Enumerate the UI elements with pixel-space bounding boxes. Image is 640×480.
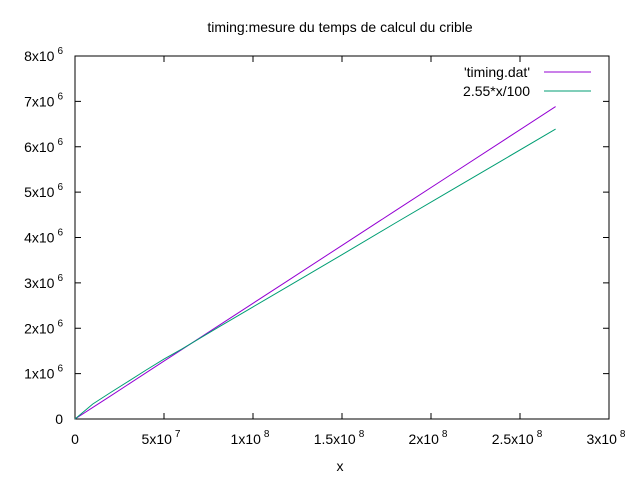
y-tick-label-exponent: 6: [57, 46, 63, 57]
x-tick-label-base: 2.5x10: [492, 431, 534, 447]
y-tick-label-base: 0: [55, 411, 63, 427]
x-tick-label-exponent: 7: [175, 429, 181, 440]
y-tick-label: 4x10 6: [24, 228, 63, 246]
x-tick-label-exponent: 8: [264, 429, 270, 440]
y-tick-label-base: 5x10: [24, 184, 55, 200]
y-tick-label-base: 2x10: [24, 320, 55, 336]
y-tick-label-base: 8x10: [24, 48, 55, 64]
x-tick-label-base: 1x10: [231, 431, 262, 447]
chart-title: timing:mesure du temps de calcul du crib…: [207, 19, 473, 35]
x-tick-label-base: 2x10: [409, 431, 440, 447]
legend: 'timing.dat' 2.55*x/100: [463, 64, 591, 99]
x-tick-label-base: 0: [71, 431, 79, 447]
x-tick-label: 5x10 7: [142, 429, 181, 447]
y-tick-label-base: 7x10: [24, 93, 55, 109]
x-tick-label: 2x10 8: [409, 429, 448, 447]
y-tick-label-exponent: 6: [57, 91, 63, 102]
x-tick-label: 1.5x10 8: [314, 429, 365, 447]
y-tick-label: 1x10 6: [24, 364, 63, 382]
x-axis-label: x: [337, 458, 344, 474]
x-tick-label-base: 5x10: [142, 431, 173, 447]
x-tick-label-exponent: 8: [620, 429, 626, 440]
series-layer: [74, 106, 556, 420]
y-tick-label-base: 3x10: [24, 275, 55, 291]
y-tick-label: 7x10 6: [24, 91, 63, 109]
y-tick-label-base: 6x10: [24, 139, 55, 155]
y-tick-label: 2x10 6: [24, 318, 63, 336]
y-tick-label-exponent: 6: [57, 137, 63, 148]
y-tick-label-exponent: 6: [57, 273, 63, 284]
series-line-2: [74, 128, 556, 420]
x-tick-label-exponent: 8: [442, 429, 448, 440]
x-tick-label: 2.5x10 8: [492, 429, 543, 447]
y-tick-label-exponent: 6: [57, 364, 63, 375]
x-tick-label-base: 1.5x10: [314, 431, 356, 447]
x-tick-label: 1x10 8: [231, 429, 270, 447]
x-tick-label-base: 3x10: [587, 431, 618, 447]
y-tick-label-exponent: 6: [57, 318, 63, 329]
x-tick-label-exponent: 8: [359, 429, 365, 440]
x-tick-label: 3x10 8: [587, 429, 626, 447]
y-tick-label: 0: [55, 411, 63, 427]
x-tick-label-exponent: 8: [537, 429, 543, 440]
series-line-1: [74, 106, 556, 420]
x-axis: 0 5x10 7 1x10 8 1.5x10 8 2x10 8 2.5x10 8 3x10 8: [71, 56, 626, 447]
y-tick-label-exponent: 6: [57, 228, 63, 239]
y-tick-label-base: 1x10: [24, 366, 55, 382]
y-tick-label: 6x10 6: [24, 137, 63, 155]
legend-label-2: 2.55*x/100: [463, 83, 530, 99]
legend-label-1: 'timing.dat': [464, 64, 530, 80]
y-tick-label-base: 4x10: [24, 230, 55, 246]
y-tick-label: 8x10 6: [24, 46, 63, 64]
x-tick-label: 0: [71, 431, 79, 447]
y-tick-label-exponent: 6: [57, 182, 63, 193]
y-tick-label: 5x10 6: [24, 182, 63, 200]
y-tick-label: 3x10 6: [24, 273, 63, 291]
